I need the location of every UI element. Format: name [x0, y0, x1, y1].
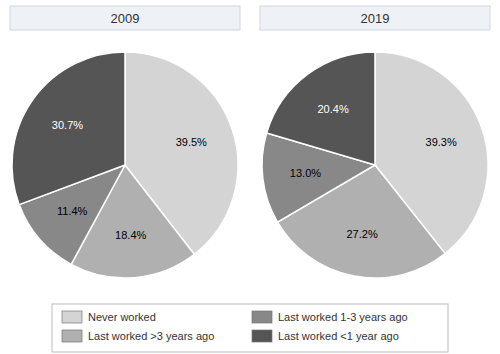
legend-swatch	[252, 311, 272, 323]
legend: Never worked Last worked >3 years ago Last…	[52, 304, 448, 352]
data-label: 20.4%	[317, 103, 348, 115]
legend-frame	[52, 304, 448, 352]
pie: 39.3% 27.2% 13.0% 20.4%	[262, 52, 488, 278]
chart: 2009 39.5% 18.4% 11.4% 30.7% 2019 39.3% 27.2% 13…	[0, 0, 500, 354]
pie: 39.5% 18.4% 11.4% 30.7%	[12, 52, 238, 278]
header-background	[10, 6, 240, 30]
legend-item: Never worked	[62, 311, 156, 323]
legend-label: Last worked >3 years ago	[88, 330, 214, 342]
pie-title: 2009	[111, 11, 140, 26]
legend-item: Last worked 1-3 years ago	[252, 311, 408, 323]
pie-header: 2009	[10, 6, 240, 30]
data-label: 11.4%	[57, 205, 88, 217]
header-background	[260, 6, 490, 30]
legend-label: Never worked	[88, 311, 156, 323]
pie-header: 2019	[260, 6, 490, 30]
legend-label: Last worked 1-3 years ago	[278, 311, 408, 323]
legend-swatch	[252, 330, 272, 342]
pie-slice	[267, 52, 375, 165]
legend-item: Last worked <1 year ago	[252, 330, 399, 342]
pie-title: 2019	[361, 11, 390, 26]
data-label: 18.4%	[115, 229, 146, 241]
data-label: 39.5%	[176, 136, 207, 148]
data-label: 27.2%	[346, 228, 377, 240]
legend-label: Last worked <1 year ago	[278, 330, 399, 342]
legend-item: Last worked >3 years ago	[62, 330, 214, 342]
data-label: 39.3%	[426, 136, 457, 148]
legend-swatch	[62, 311, 82, 323]
data-label: 13.0%	[290, 167, 321, 179]
data-label: 30.7%	[52, 119, 83, 131]
legend-swatch	[62, 330, 82, 342]
pie-slice	[12, 52, 125, 205]
